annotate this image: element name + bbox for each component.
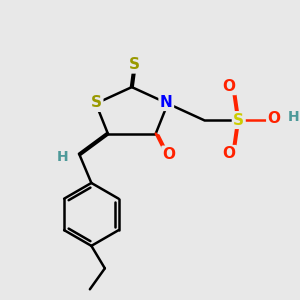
Text: N: N (160, 94, 172, 110)
Text: H: H (288, 110, 299, 124)
Text: O: O (223, 79, 236, 94)
Text: O: O (163, 147, 176, 162)
Text: H: H (57, 150, 69, 164)
Text: O: O (223, 146, 236, 161)
Text: S: S (91, 95, 102, 110)
Text: S: S (233, 112, 244, 128)
Text: S: S (129, 57, 140, 72)
Text: O: O (268, 111, 281, 126)
